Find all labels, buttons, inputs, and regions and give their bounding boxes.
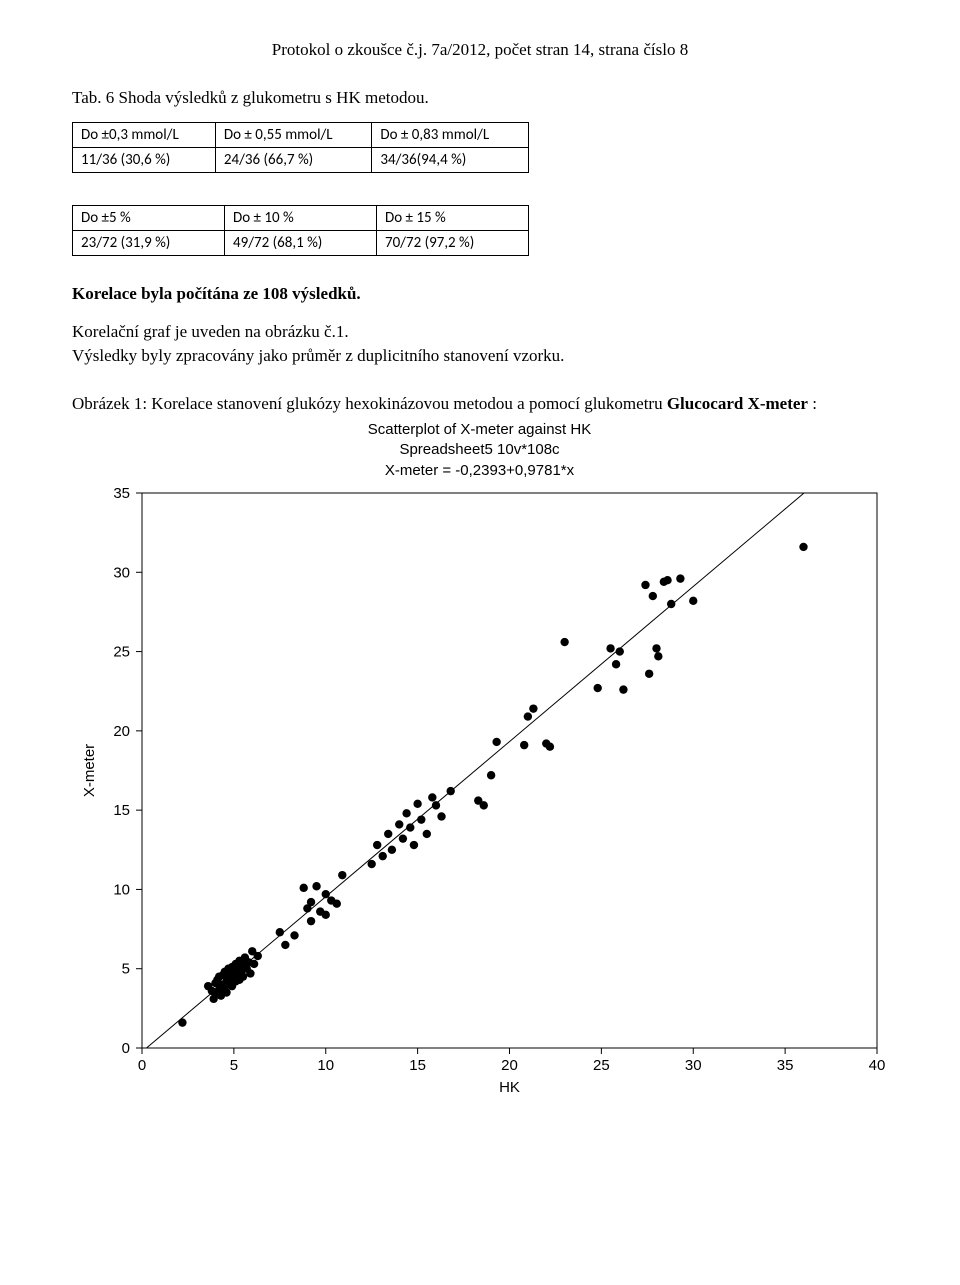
table-2: Do ±5 % Do ± 10 % Do ± 15 % 23/72 (31,9 …	[72, 205, 529, 256]
cell: Do ± 15 %	[376, 206, 528, 231]
cell: Do ±0,3 mmol/L	[73, 123, 216, 148]
table-1: Do ±0,3 mmol/L Do ± 0,55 mmol/L Do ± 0,8…	[72, 122, 529, 173]
svg-text:HK: HK	[499, 1079, 520, 1096]
table-caption: Tab. 6 Shoda výsledků z glukometru s HK …	[72, 88, 888, 108]
chart-title: Scatterplot of X-meter against HKSpreads…	[72, 420, 887, 481]
chart-svg: 0 5 10 15 20 25 30 35 40 0 5 10 15 20 25 30 35 HK X-meter	[72, 483, 887, 1103]
svg-text:30: 30	[113, 564, 130, 581]
cell: 11/36 (30,6 %)	[73, 148, 216, 173]
figure-caption-text: Obrázek 1: Korelace stanovení glukózy he…	[72, 394, 667, 413]
cell: 49/72 (68,1 %)	[224, 231, 376, 256]
table-row: 23/72 (31,9 %) 49/72 (68,1 %) 70/72 (97,…	[73, 231, 529, 256]
paragraph: Výsledky byly zpracovány jako průměr z d…	[72, 346, 888, 366]
table-row: Do ±5 % Do ± 10 % Do ± 15 %	[73, 206, 529, 231]
cell: Do ± 0,55 mmol/L	[215, 123, 372, 148]
svg-text:10: 10	[113, 881, 130, 898]
svg-text:25: 25	[113, 643, 130, 660]
svg-text:10: 10	[317, 1057, 334, 1074]
correlation-statement: Korelace byla počítána ze 108 výsledků.	[72, 284, 888, 304]
svg-text:15: 15	[409, 1057, 426, 1074]
cell: 70/72 (97,2 %)	[376, 231, 528, 256]
svg-text:20: 20	[501, 1057, 518, 1074]
svg-text:20: 20	[113, 723, 130, 740]
svg-text:40: 40	[869, 1057, 886, 1074]
figure-caption-bold: Glucocard X-meter	[667, 394, 808, 413]
page-header: Protokol o zkoušce č.j. 7a/2012, počet s…	[72, 40, 888, 60]
svg-text:35: 35	[777, 1057, 794, 1074]
cell: 34/36(94,4 %)	[372, 148, 529, 173]
table-row: 11/36 (30,6 %) 24/36 (66,7 %) 34/36(94,4…	[73, 148, 529, 173]
cell: 24/36 (66,7 %)	[215, 148, 372, 173]
table-row: Do ±0,3 mmol/L Do ± 0,55 mmol/L Do ± 0,8…	[73, 123, 529, 148]
cell: Do ±5 %	[73, 206, 225, 231]
chart-title-line: X-meter = -0,2393+0,9781*x	[72, 461, 887, 481]
figure-caption: Obrázek 1: Korelace stanovení glukózy he…	[72, 394, 888, 414]
svg-text:X-meter: X-meter	[81, 744, 98, 797]
chart-title-line: Scatterplot of X-meter against HK	[72, 420, 887, 440]
figure-caption-suffix: :	[808, 394, 817, 413]
scatter-chart: Scatterplot of X-meter against HKSpreads…	[72, 420, 888, 1103]
chart-title-line: Spreadsheet5 10v*108c	[72, 440, 887, 460]
svg-text:35: 35	[113, 485, 130, 502]
svg-text:25: 25	[593, 1057, 610, 1074]
svg-text:0: 0	[122, 1040, 130, 1057]
cell: 23/72 (31,9 %)	[73, 231, 225, 256]
svg-text:5: 5	[122, 960, 130, 977]
paragraph: Korelační graf je uveden na obrázku č.1.	[72, 322, 888, 342]
cell: Do ± 10 %	[224, 206, 376, 231]
svg-text:30: 30	[685, 1057, 702, 1074]
cell: Do ± 0,83 mmol/L	[372, 123, 529, 148]
svg-text:0: 0	[138, 1057, 146, 1074]
svg-text:5: 5	[230, 1057, 238, 1074]
svg-text:15: 15	[113, 802, 130, 819]
